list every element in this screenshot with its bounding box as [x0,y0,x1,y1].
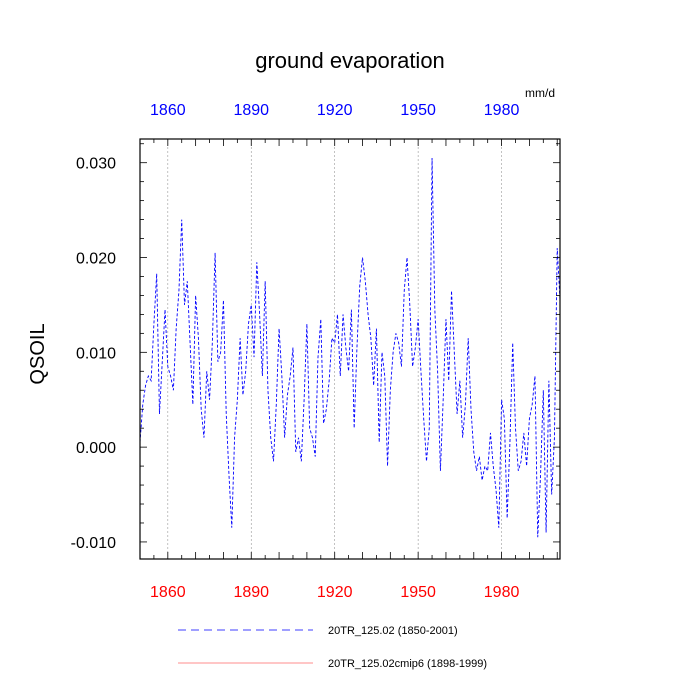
y-tick-label: -0.010 [71,535,116,552]
units-label: mm/d [525,86,555,100]
legend-label: 20TR_125.02 (1850-2001) [328,625,458,637]
chart-title: ground evaporation [255,48,445,73]
legend-entry: 20TR_125.02cmip6 (1898-1999) [178,658,487,670]
legend-entry: 20TR_125.02 (1850-2001) [178,625,458,637]
series-line [139,157,561,538]
y-tick-label: 0.030 [76,156,116,173]
x-tick-label-bottom: 1890 [233,584,269,601]
series-layer [139,157,561,538]
x-tick-label-bottom: 1860 [150,584,186,601]
x-tick-label-top: 1890 [233,102,269,119]
x-tick-label-bottom: 1920 [317,584,353,601]
y-tick-label: 0.010 [76,345,116,362]
legend: 20TR_125.02 (1850-2001) 20TR_125.02cmip6… [178,625,487,670]
x-tick-label-top: 1950 [400,102,436,119]
x-tick-label-top: 1980 [484,102,520,119]
axis-labels: 1860 1890 1920 1950 1980 1860 1890 1920 1950 1980… [71,102,520,601]
axis-ticks [139,139,560,559]
y-tick-label: 0.000 [76,440,116,457]
x-tick-label-bottom: 1950 [400,584,436,601]
y-axis-label: QSOIL [27,323,49,384]
plot-frame [139,138,561,560]
x-tick-label-top: 1920 [317,102,353,119]
grid-lines [167,139,502,559]
y-tick-label: 0.020 [76,251,116,268]
x-tick-label-bottom: 1980 [484,584,520,601]
x-tick-label-top: 1860 [150,102,186,119]
legend-label: 20TR_125.02cmip6 (1898-1999) [328,658,487,670]
